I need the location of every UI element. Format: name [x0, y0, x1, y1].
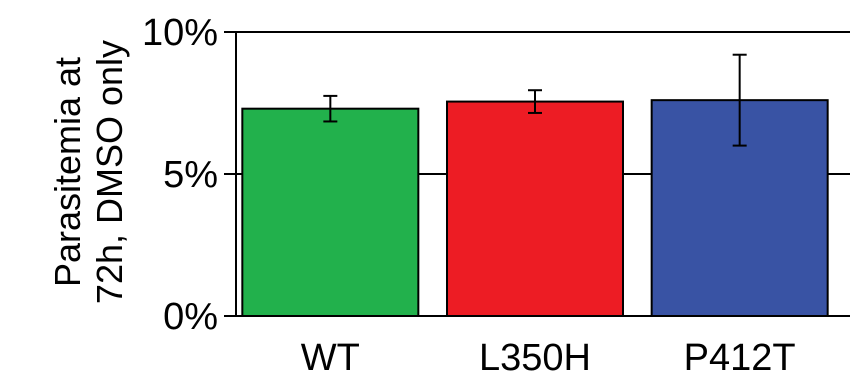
- y-axis-label-line-2: 72h, DMSO only: [89, 40, 130, 304]
- y-tick-label: 0%: [163, 296, 218, 338]
- y-axis-label: Parasitemia at 72h, DMSO only: [47, 40, 130, 304]
- error-bars: [323, 53, 747, 147]
- bars: [241, 99, 829, 318]
- y-tick-label: 5%: [163, 154, 218, 196]
- category-labels: WT L350H P412T: [301, 337, 796, 379]
- y-tick-label: 10%: [142, 12, 218, 54]
- bar-l350h: [446, 100, 624, 317]
- y-tick-labels: 0% 5% 10%: [142, 12, 218, 338]
- category-label-p412t: P412T: [684, 337, 796, 379]
- error-bar-l350h: [528, 89, 542, 114]
- y-axis-label-line-1: Parasitemia at: [47, 57, 88, 287]
- category-label-l350h: L350H: [479, 337, 591, 379]
- error-bar-wt: [323, 94, 338, 123]
- category-label-wt: WT: [301, 337, 360, 379]
- error-bar-p412t: [732, 53, 747, 147]
- bar-wt: [241, 107, 420, 318]
